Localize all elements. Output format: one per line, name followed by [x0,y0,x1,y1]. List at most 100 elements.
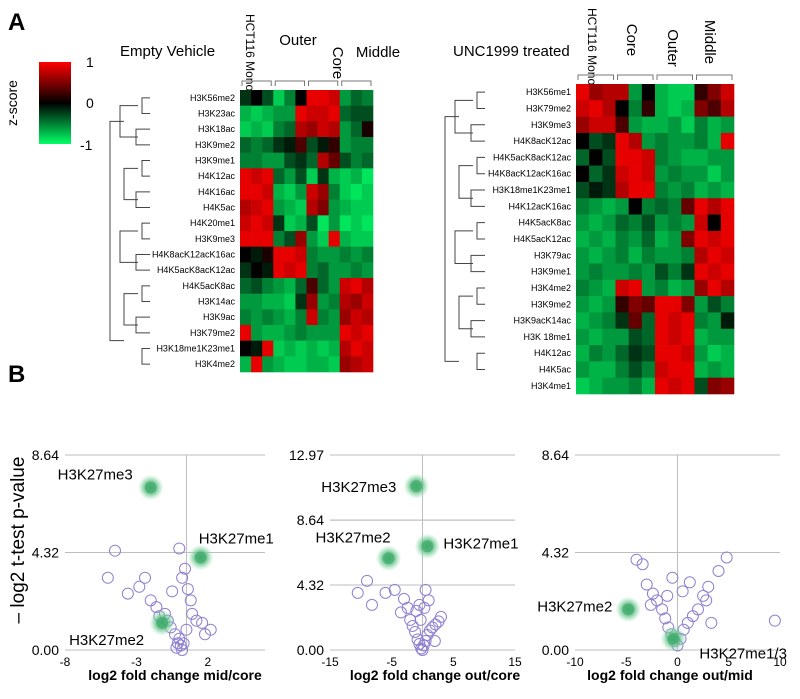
dendrogram-branch [141,222,150,240]
heatmap-cell [589,312,603,330]
heatmap-cell [707,149,722,166]
heatmap-row-label: H4K8acK12acK16ac [152,250,236,260]
heatmap-cell [628,198,643,215]
heatmap-cell [668,247,682,264]
highlighted-point-label: H3K27me1 [443,535,518,552]
heatmap-row-label: H3K18ac [198,124,236,134]
data-point [177,637,190,650]
heatmap-cell [295,293,307,310]
heatmap-cell [273,231,285,247]
heatmap-cell [251,168,263,185]
heatmap-cell [328,340,341,357]
heatmap-cell [576,345,590,362]
heatmap-cell [273,325,285,341]
x-tick-label: 15 [508,655,522,669]
heatmap-cell [339,215,352,232]
heatmap-cell [306,325,318,341]
dendrogram-branch [458,165,473,199]
data-point [646,587,659,600]
heatmap-cell [328,152,341,169]
heatmap-cell [681,165,695,183]
heatmap-cell [306,262,318,279]
x-tick-label: -10 [566,655,584,669]
heatmap-cell [295,121,307,138]
heatmap-cell [295,309,307,326]
y-tick-label: 8.64 [297,512,324,528]
heatmap-cell [328,309,341,326]
heatmap-row-label: H3K23ac [198,109,236,119]
x-axis-label: log2 fold change mid/core [88,667,262,683]
heatmap-cell [306,293,318,310]
heatmap-cell [262,105,274,122]
heatmap-cell [251,231,263,247]
heatmap-cell [262,309,274,326]
data-point [190,614,203,627]
heatmap-cell [641,247,656,264]
colorbar-tick-low: -1 [80,137,93,153]
heatmap-row-label: H3K18me1K23me1 [156,344,235,354]
heatmap-cell [589,132,603,150]
heatmap-cell [284,231,296,247]
highlighted-point-label: H3K27me1/3 [699,646,787,663]
highlighted-point-label: H3K27me3 [58,467,133,484]
heatmap-cell [707,100,722,117]
y-tick-label: 8.64 [32,447,59,463]
heatmap-cell [694,247,708,264]
heatmap-cell [589,116,603,134]
heatmap-row-label: H4K5ac [539,365,572,375]
heatmap-cell [668,345,682,362]
heatmap-cell [681,345,695,362]
heatmap-cell [339,309,352,326]
heatmap-row-label: H3K9acK14ac [513,316,571,326]
colorbar-tick-mid: 0 [86,95,94,111]
heatmap-cell [273,105,285,122]
heatmap-cell [707,132,722,150]
heatmap-cell [707,214,722,232]
heatmap-cell [284,246,296,263]
data-point [199,628,211,641]
heatmap-cell [361,293,374,310]
highlighted-point-label: H3K27me2 [316,529,391,546]
heatmap-cell [589,230,603,248]
heatmap-cell [273,137,285,153]
heatmap-cell [251,121,263,138]
heatmap-cell [615,198,629,215]
data-point [173,542,186,555]
data-point [435,610,447,623]
heatmap-cell [350,105,363,122]
column-group-bracket [241,80,272,86]
heatmap-cell [668,116,682,134]
dendrogram-branch [109,120,124,342]
heatmap-cell [273,90,285,106]
heatmap-cell [668,263,682,281]
heatmap-cell [328,325,341,341]
heatmap-cell [262,121,274,138]
heatmap-cell [668,149,682,166]
data-point [196,616,209,629]
data-point [712,565,725,578]
heatmap-cell [251,356,263,373]
heatmap-cell [641,312,656,330]
x-axis-label: log2 fold change out/core [350,667,521,683]
heatmap-cell [615,230,629,248]
heatmap-cell [589,165,603,183]
heatmap-row-label: H3K79ac [534,250,572,260]
heatmap-cell [576,296,590,313]
heatmap-cell [350,293,363,310]
heatmap-cell [694,165,708,183]
data-point [401,601,414,614]
heatmap-cell [295,215,307,232]
colorbar-gradient [39,62,71,144]
heatmap-cell [328,168,341,185]
heatmap-cell [641,361,656,378]
data-point [705,616,718,629]
heatmap-cell [350,137,363,153]
heatmap-cell [350,121,363,138]
heatmap-cell [694,214,708,232]
heatmap-row-label: H3K9me3 [195,234,235,244]
heatmap-row-label: H4K5acK12ac [513,234,571,244]
x-tick-label: 5 [450,655,457,669]
heatmap-cell [339,246,352,263]
data-point [683,576,696,589]
heatmap-cell [694,296,708,313]
